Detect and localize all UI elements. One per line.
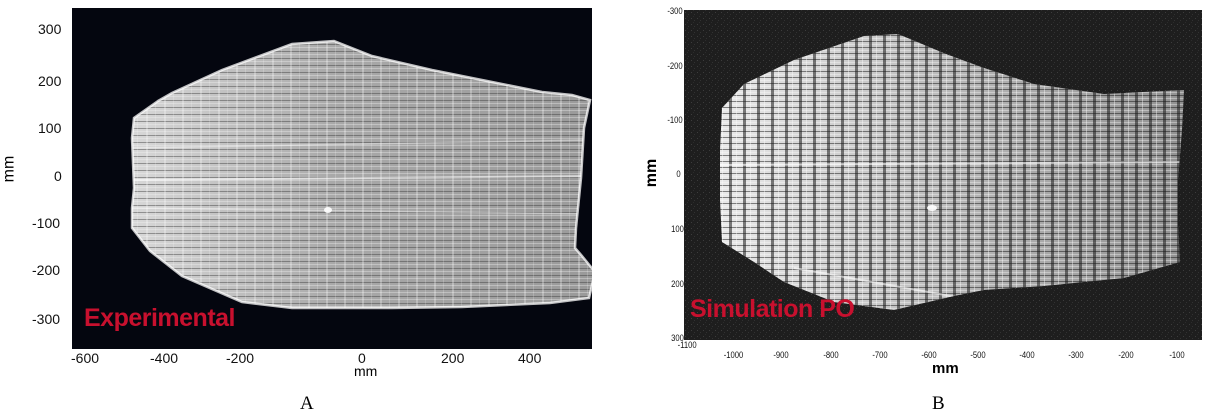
panel-b-y-tick: -300 — [667, 6, 683, 16]
panel-a-experimental: mm 300 200 100 0 -100 -200 -300 — [0, 0, 600, 419]
panel-a-y-tick: 200 — [38, 73, 62, 89]
panel-b-y-tick: 300 — [671, 333, 684, 343]
panel-b-x-axis-label: mm — [932, 360, 959, 377]
panel-a-x-tick: -600 — [71, 350, 100, 366]
panel-b-x-tick: -100 — [1169, 350, 1185, 360]
panel-b-x-tick: -500 — [970, 350, 986, 360]
panel-b-y-tick: -200 — [667, 61, 683, 71]
panel-b-x-tick: -1000 — [723, 350, 744, 360]
panel-b-caption: B — [932, 393, 945, 414]
panel-a-y-tick: 300 — [38, 21, 62, 37]
panel-a-caption: A — [300, 393, 314, 414]
panel-a-y-tick: 100 — [38, 120, 62, 136]
panel-a-y-tick: -300 — [32, 311, 61, 327]
panel-b-x-tick: -800 — [823, 350, 839, 360]
panel-b-x-tick: -200 — [1118, 350, 1134, 360]
panel-a-x-tick: 0 — [358, 350, 366, 366]
panel-a-overlay-label: Experimental — [84, 304, 236, 332]
panel-b-x-tick: -700 — [872, 350, 888, 360]
panel-a-y-tick: -100 — [32, 215, 61, 231]
panel-b-x-tick: -300 — [1068, 350, 1084, 360]
panel-b-y-axis-label: mm — [643, 158, 661, 188]
panel-b-simulation: mm -300 -200 -100 0 100 200 300 — [620, 0, 1209, 419]
panel-a-y-tick: 0 — [54, 168, 62, 184]
panel-a-y-tick: -200 — [32, 262, 61, 278]
panel-b-y-tick: 0 — [676, 169, 681, 179]
panel-a-x-axis-label: mm — [354, 363, 378, 379]
panel-a-x-tick: 400 — [518, 350, 542, 366]
panel-b-x-tick: -1100 — [677, 340, 697, 350]
panel-a-x-tick: -200 — [226, 350, 255, 366]
panel-b-y-tick: -100 — [667, 115, 683, 125]
panel-a-image — [72, 8, 592, 349]
panel-b-x-tick: -400 — [1019, 350, 1035, 360]
panel-b-x-tick: -600 — [921, 350, 937, 360]
panel-a-x-tick: -400 — [150, 350, 179, 366]
panel-b-y-tick: 100 — [671, 224, 684, 234]
panel-a-y-axis-label: mm — [0, 155, 18, 183]
panel-b-overlay-label: Simulation PO — [690, 295, 855, 323]
panel-b-image — [684, 10, 1202, 340]
panel-a-x-tick: 200 — [441, 350, 465, 366]
panel-b-x-tick: -900 — [773, 350, 789, 360]
panel-b-y-tick: 200 — [671, 279, 684, 289]
